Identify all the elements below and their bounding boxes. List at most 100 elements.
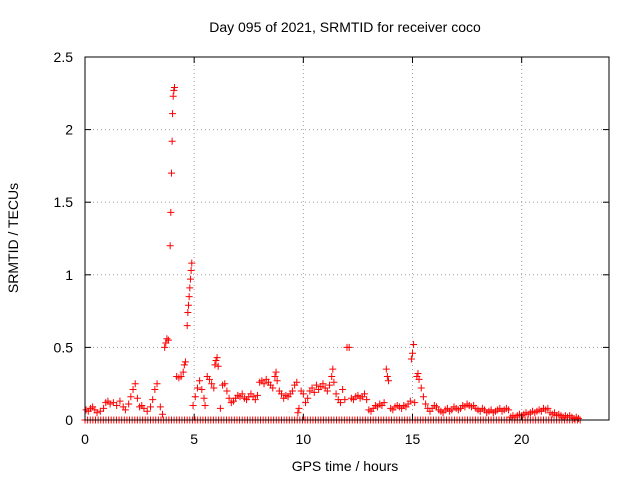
data-point [211,361,219,369]
data-point [414,370,422,378]
data-point [419,393,427,401]
y-tick-label: 1 [65,267,73,283]
data-point [251,396,259,404]
data-point [288,387,296,395]
data-point [181,358,189,366]
data-point [312,381,320,389]
data-point [216,404,224,412]
data-point [360,390,368,398]
x-tick-label: 5 [190,431,198,447]
data-point [167,169,175,177]
data-point [574,415,582,423]
data-point [187,266,195,274]
data-point [170,86,178,94]
data-point [185,293,193,301]
data-point [336,399,344,407]
data-point [302,399,310,407]
data-point [406,397,414,405]
data-point [133,394,141,402]
x-tick-label: 15 [405,431,421,447]
data-point [212,356,220,364]
data-point [131,380,139,388]
data-point [382,365,390,373]
chart-title: Day 095 of 2021, SRMTID for receiver coc… [209,19,481,35]
data-point [169,92,177,100]
data-point [168,137,176,145]
data-point [96,407,104,415]
x-tick-label: 20 [514,431,530,447]
plot-frame [84,56,610,421]
data-point [345,343,353,351]
data-point [383,372,391,380]
data-point [323,387,331,395]
data-point [339,386,347,394]
data-point [183,322,191,330]
data-point [269,384,277,392]
data-point [106,400,114,408]
data-point [253,391,261,399]
data-point [200,394,208,402]
data-point [143,407,151,415]
data-point [184,309,192,317]
data-point [188,259,196,267]
grid [85,57,609,420]
data-point [193,384,201,392]
data-point [225,394,233,402]
data-point [308,384,316,392]
data-point [93,409,101,417]
data-point [201,401,209,409]
data-point [179,368,187,376]
data-point [189,401,197,409]
data-point [330,378,338,386]
data-point [380,399,388,407]
data-point [164,336,172,344]
data-point [156,403,164,411]
data-point [113,401,121,409]
data-point [186,284,194,292]
y-tick-label: 1.5 [54,194,74,210]
data-point [177,372,185,380]
y-tick-label: 2.5 [54,49,74,65]
data-point [186,275,194,283]
data-point [100,404,108,412]
data-point [272,368,280,376]
data-point [210,384,218,392]
data-point [161,343,169,351]
data-point [329,365,337,373]
data-point [310,388,318,396]
data-point [221,380,229,388]
data-point [363,396,371,404]
data-point [278,390,285,398]
data-point [294,409,302,417]
data-point [505,406,513,414]
y-tick-label: 2 [65,122,73,138]
data-point [116,397,124,405]
data-point [422,400,430,408]
data-point [191,393,199,401]
data-point [208,380,216,388]
data-point [273,377,281,385]
data-point [223,387,231,395]
data-point [328,372,336,380]
data-point [149,396,157,404]
data-point [205,375,213,383]
x-tick-label: 0 [81,431,89,447]
y-axis-label: SRMTID / TECUs [5,183,21,293]
data-point [544,404,552,412]
y-tick-label: 0.5 [54,339,74,355]
data-point [196,377,204,385]
data-point [304,394,312,402]
data-point [214,362,222,370]
data-point [293,378,301,386]
data-point [140,404,148,412]
data-point [166,242,174,250]
data-point [332,390,340,398]
data-point [407,355,415,363]
data-point [163,335,171,343]
data-point [121,406,129,414]
data-point [341,396,349,404]
data-point [169,110,177,118]
data-point [415,375,423,383]
data-point [213,354,221,362]
